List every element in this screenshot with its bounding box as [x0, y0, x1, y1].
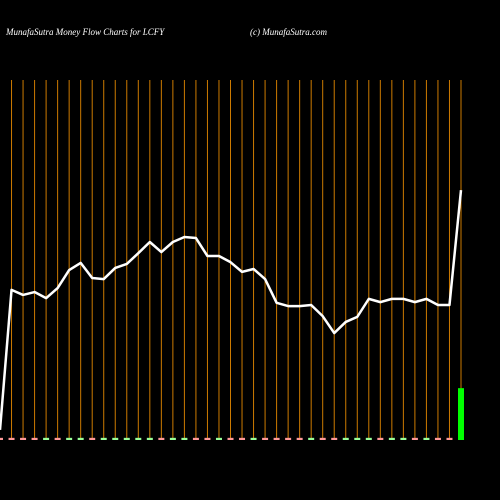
volume-bar — [423, 437, 430, 440]
volume-bar — [181, 437, 188, 440]
volume-bar — [192, 437, 199, 440]
volume-bar — [354, 437, 361, 440]
volume-bar — [0, 437, 3, 440]
volume-bar — [285, 437, 292, 440]
volume-bar — [308, 437, 315, 440]
volume-bar — [388, 437, 395, 440]
volume-bar — [66, 437, 73, 440]
volume-bar — [8, 437, 15, 440]
volume-bar — [262, 437, 269, 440]
volume-bar — [434, 437, 441, 440]
volume-bar — [204, 437, 211, 440]
chart-subtitle: (c) MunafaSutra.com — [250, 27, 327, 37]
volume-bar — [43, 437, 50, 440]
chart-title: MunafaSutra Money Flow Charts for LCFY — [5, 27, 165, 37]
volume-bar — [135, 437, 142, 440]
volume-bar — [377, 437, 384, 440]
volume-bar — [89, 437, 96, 440]
volume-bar — [273, 437, 280, 440]
volume-bar — [458, 388, 464, 440]
volume-bar — [123, 437, 130, 440]
volume-bar — [100, 437, 107, 440]
volume-bar — [54, 437, 61, 440]
volume-bar — [250, 437, 257, 440]
volume-bar — [158, 437, 165, 440]
volume-bar — [331, 437, 338, 440]
volume-bar — [239, 437, 246, 440]
volume-bar — [227, 437, 234, 440]
volume-bar — [296, 437, 303, 440]
volume-bar — [215, 437, 222, 440]
volume-bar — [31, 437, 38, 440]
volume-bar — [112, 437, 119, 440]
volume-bar — [365, 437, 372, 440]
volume-bar — [400, 437, 407, 440]
volume-bar — [319, 437, 326, 440]
volume-bar — [342, 437, 349, 440]
volume-bar — [169, 437, 176, 440]
volume-bar — [146, 437, 153, 440]
volume-bar — [411, 437, 418, 440]
money-flow-line — [0, 190, 463, 431]
volume-bar — [77, 437, 84, 440]
volume-bar — [20, 437, 27, 440]
volume-bar — [446, 437, 453, 440]
